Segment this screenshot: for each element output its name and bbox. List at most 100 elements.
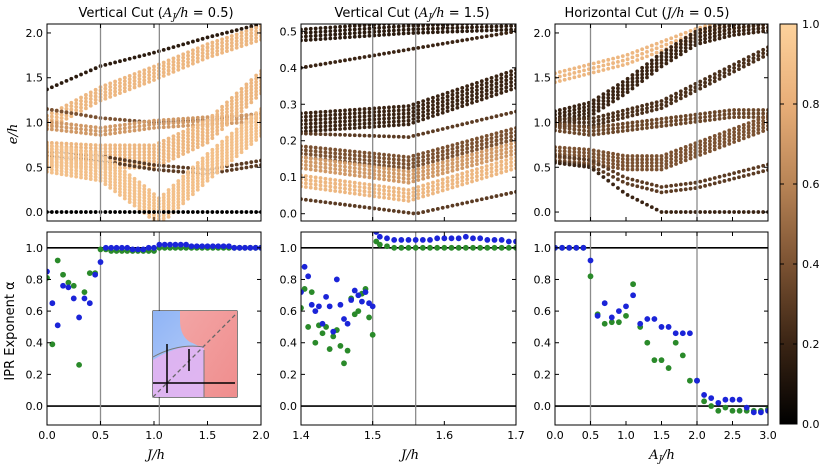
spectrum-point: [708, 28, 712, 33]
spectrum-point: [343, 190, 347, 195]
spectrum-point: [606, 157, 611, 162]
spectrum-point: [195, 172, 200, 177]
spectrum-point: [234, 107, 239, 112]
spectrum-point: [132, 194, 137, 199]
spectrum-point: [659, 160, 664, 165]
spectrum-point: [435, 112, 440, 117]
spectrum-point: [674, 155, 678, 160]
spectrum-point: [229, 111, 234, 116]
data-point: [587, 257, 594, 264]
spectrum-point: [176, 165, 181, 169]
spectrum-point: [93, 66, 98, 71]
spectrum-point: [654, 54, 659, 59]
spectrum-point: [118, 210, 122, 214]
spectrum-point: [103, 128, 108, 133]
spectrum-point: [411, 109, 416, 114]
spectrum-point: [387, 25, 391, 30]
spectrum-point: [625, 154, 630, 158]
spectrum-point: [118, 181, 122, 185]
spectrum-point: [313, 199, 318, 203]
spectrum-point: [630, 59, 635, 64]
spectrum-point: [601, 175, 606, 179]
spectrum-point: [601, 68, 606, 72]
spectrum-point: [509, 156, 514, 161]
spectrum-point: [166, 152, 171, 157]
spectrum-point: [333, 147, 338, 152]
data-point: [373, 232, 380, 235]
spectrum-point: [103, 143, 108, 148]
spectrum-point: [411, 117, 416, 121]
spectrum-point: [64, 106, 69, 111]
spectrum-point: [611, 165, 615, 170]
spectrum-point: [591, 108, 596, 113]
spectrum-point: [567, 105, 572, 110]
spectrum-point: [489, 86, 494, 91]
spectrum-point: [323, 124, 328, 129]
spectrum-point: [688, 39, 693, 44]
spectrum-point: [712, 144, 717, 148]
spectrum-point: [625, 61, 630, 66]
spectrum-point: [509, 160, 514, 165]
spectrum-point: [649, 105, 654, 109]
spectrum-point: [234, 142, 239, 147]
spectrum-point: [377, 191, 382, 196]
spectrum-point: [630, 164, 635, 169]
spectrum-point: [391, 178, 396, 183]
spectrum-point: [416, 152, 421, 157]
spectrum-point: [674, 91, 678, 96]
spectrum-point: [200, 47, 205, 52]
spectrum-point: [582, 105, 586, 110]
data-point: [462, 233, 469, 240]
spectrum-point: [450, 24, 455, 27]
spectrum-point: [577, 65, 582, 70]
spectrum-point: [732, 24, 737, 27]
spectrum-point: [698, 115, 703, 120]
spectrum-point: [460, 162, 465, 167]
spectrum-point: [229, 137, 234, 142]
spectrum-point: [708, 145, 712, 150]
spectrum-point: [596, 114, 601, 119]
spectrum-point: [229, 118, 234, 123]
spectrum-point: [74, 101, 79, 106]
spectrum-point: [118, 193, 122, 197]
spectrum-point: [308, 30, 313, 35]
spectrum-point: [499, 144, 504, 149]
y-tick-label: 0.2: [26, 368, 44, 381]
spectrum-point: [220, 44, 224, 48]
data-point: [608, 319, 615, 326]
spectrum-point: [377, 152, 382, 157]
spectrum-point: [118, 126, 122, 131]
spectrum-point: [132, 200, 137, 205]
spectrum-point: [244, 122, 249, 127]
spectrum-point: [166, 210, 171, 214]
data-point: [323, 293, 329, 300]
spectrum-point: [93, 177, 98, 182]
spectrum-point: [445, 204, 450, 209]
spectrum-point: [142, 146, 147, 151]
spectrum-point: [489, 150, 494, 155]
spectrum-point: [205, 35, 210, 40]
spectrum-point: [606, 167, 611, 171]
spectrum-point: [347, 133, 352, 138]
spectrum-point: [421, 99, 426, 104]
spectrum-point: [64, 152, 69, 157]
spectrum-point: [479, 97, 484, 102]
spectrum-point: [470, 152, 474, 157]
spectrum-point: [421, 190, 426, 195]
spectrum-point: [494, 32, 499, 37]
spectrum-point: [205, 42, 210, 47]
spectrum-point: [756, 117, 761, 122]
spectrum-point: [674, 48, 678, 53]
spectrum-point: [323, 158, 328, 163]
spectrum-point: [171, 186, 176, 191]
spectrum-point: [601, 160, 606, 165]
spectrum-point: [435, 190, 440, 194]
spectrum-point: [479, 149, 484, 154]
spectrum-point: [137, 124, 142, 129]
spectrum-point: [499, 28, 504, 32]
spectrum-point: [596, 152, 601, 157]
spectrum-point: [200, 115, 205, 120]
spectrum-point: [698, 139, 703, 144]
spectrum-point: [440, 145, 445, 150]
spectrum-point: [220, 50, 224, 55]
